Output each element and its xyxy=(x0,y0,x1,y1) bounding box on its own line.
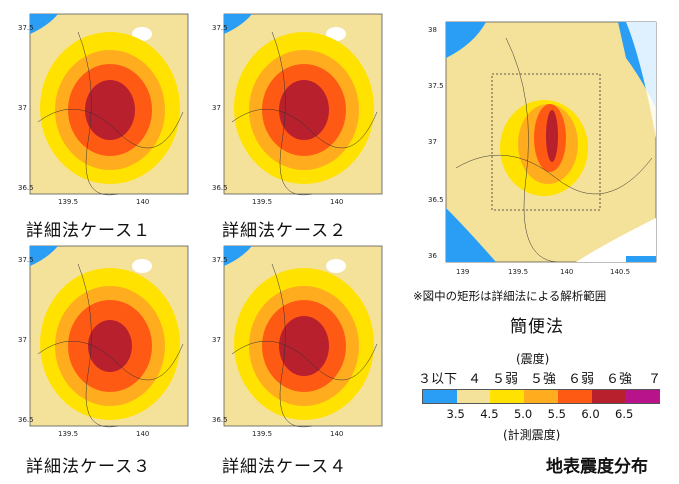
case3-lon-tick-2: 140 xyxy=(136,430,149,438)
case1-map: 37.5 37 36.5 139.5 140 xyxy=(18,12,190,214)
legend-tick-3-5: 3.5 xyxy=(446,407,465,421)
case3-map-svg: 37.5 37 36.5 139.5 140 xyxy=(18,245,189,438)
simple-method-map: 38 37.5 37 36.5 36 139 139.5 140 140.5 xyxy=(426,18,660,280)
legend-swatch-5 xyxy=(557,390,592,403)
legend-color-bar xyxy=(422,389,660,404)
case4-map-svg: 37.5 37 36.5 139.5 140 xyxy=(212,245,383,438)
case4-lat-tick-2: 37 xyxy=(212,336,221,344)
legend-label-7: ７ xyxy=(648,372,662,387)
case1-lon-tick-1: 139.5 xyxy=(58,198,78,206)
case1-lon-tick-2: 140 xyxy=(136,198,149,206)
legend-label-5-lower: ５弱 xyxy=(492,372,519,387)
case4-lat-tick-1: 37.5 xyxy=(212,256,228,264)
case1-lat-tick-1: 37.5 xyxy=(18,24,34,32)
simple-lon-tick-4: 140.5 xyxy=(610,268,630,276)
legend-intensity-title: (震度) xyxy=(516,352,550,366)
legend-swatch-6 xyxy=(591,390,626,403)
legend-tick-4-5: 4.5 xyxy=(480,407,499,421)
legend-label-3-or-less: ３以下 xyxy=(418,372,458,387)
case4-lon-tick-1: 139.5 xyxy=(252,430,272,438)
legend-intensity-labels: ３以下 ４ ５弱 ５強 ６弱 ６強 ７ xyxy=(418,368,668,387)
analysis-range-note: ※図中の矩形は詳細法による解析範囲 xyxy=(413,289,607,303)
case1-map-svg: 37.5 37 36.5 139.5 140 xyxy=(18,13,189,206)
legend-swatch-1 xyxy=(423,390,457,403)
legend-label-4: ４ xyxy=(468,372,482,387)
case4-lat-tick-3: 36.5 xyxy=(212,416,228,424)
case3-lat-tick-3: 36.5 xyxy=(18,416,34,424)
simple-lat-tick-1: 38 xyxy=(428,26,437,34)
legend-swatch-7 xyxy=(625,390,660,403)
case3-lon-tick-1: 139.5 xyxy=(58,430,78,438)
case1-caption: 詳細法ケース１ xyxy=(26,221,152,241)
case3-caption: 詳細法ケース３ xyxy=(26,457,152,477)
legend-measured-title: (計測震度) xyxy=(503,428,561,442)
case1-lat-tick-2: 37 xyxy=(18,104,27,112)
case2-lon-tick-2: 140 xyxy=(330,198,343,206)
case2-map-svg: 37.5 37 36.5 139.5 140 xyxy=(212,13,383,206)
simple-method-map-svg: 38 37.5 37 36.5 36 139 139.5 140 140.5 xyxy=(428,21,657,276)
legend-tick-5-0: 5.0 xyxy=(513,407,533,421)
legend-swatch-2 xyxy=(456,390,491,403)
legend-swatch-3 xyxy=(490,390,525,403)
legend-measured-ticks: 3.5 4.5 5.0 5.5 6.0 6.5 xyxy=(422,407,658,421)
case2-lat-tick-1: 37.5 xyxy=(212,24,228,32)
case2-lat-tick-2: 37 xyxy=(212,104,221,112)
simple-lat-tick-5: 36 xyxy=(428,252,437,260)
legend-swatch-4 xyxy=(524,390,558,403)
legend-tick-6-5: 6.5 xyxy=(615,407,634,421)
case2-lat-tick-3: 36.5 xyxy=(212,184,228,192)
case3-lat-tick-2: 37 xyxy=(18,336,27,344)
legend-tick-6-0: 6.0 xyxy=(581,407,600,421)
simple-lon-tick-1: 139 xyxy=(456,268,469,276)
simple-lat-tick-4: 36.5 xyxy=(428,196,444,204)
case3-lat-tick-1: 37.5 xyxy=(18,256,34,264)
case1-lat-tick-3: 36.5 xyxy=(18,184,34,192)
case2-map: 37.5 37 36.5 139.5 140 xyxy=(212,12,384,214)
main-title: 地表震度分布 xyxy=(546,457,648,477)
legend-tick-5-5: 5.5 xyxy=(547,407,566,421)
simple-lat-tick-3: 37 xyxy=(428,138,437,146)
simple-lon-tick-3: 140 xyxy=(560,268,573,276)
simple-lon-tick-2: 139.5 xyxy=(508,268,528,276)
legend-label-6-lower: ６弱 xyxy=(568,372,595,387)
case4-map: 37.5 37 36.5 139.5 140 xyxy=(212,244,384,446)
case4-caption: 詳細法ケース４ xyxy=(222,457,348,477)
case3-map: 37.5 37 36.5 139.5 140 xyxy=(18,244,190,446)
case4-lon-tick-2: 140 xyxy=(330,430,343,438)
case2-lon-tick-1: 139.5 xyxy=(252,198,272,206)
legend-label-6-upper: ６強 xyxy=(606,372,633,387)
legend-label-5-upper: ５強 xyxy=(530,372,557,387)
simple-method-title: 簡便法 xyxy=(510,317,564,337)
simple-lat-tick-2: 37.5 xyxy=(428,82,444,90)
case2-caption: 詳細法ケース２ xyxy=(222,221,348,241)
